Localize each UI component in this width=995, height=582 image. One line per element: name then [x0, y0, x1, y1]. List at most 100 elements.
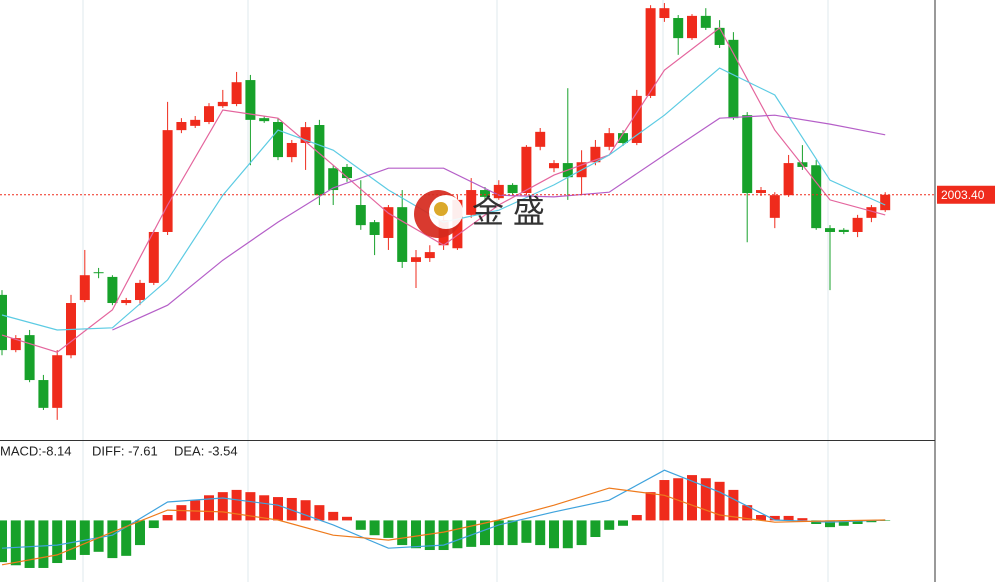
candle-body: [314, 124, 325, 196]
line-series: [1, 469, 886, 549]
macd-bar: [135, 520, 145, 546]
candle-body: [742, 115, 753, 194]
macd-bar: [300, 500, 311, 521]
macd-bar: [259, 495, 270, 521]
dea-label: DEA: -3.54: [174, 443, 238, 458]
macd-bar: [480, 520, 490, 546]
diff-label: DIFF: -7.61: [92, 443, 158, 458]
macd-bar: [576, 520, 587, 546]
candle-body: [107, 276, 118, 304]
candle-body: [866, 207, 877, 218]
candle-body: [328, 168, 339, 191]
macd-bar: [838, 520, 849, 526]
line-series: [1, 26, 886, 353]
macd-bar: [866, 520, 877, 523]
macd-bar: [438, 520, 449, 551]
macd-bar: [521, 520, 532, 543]
candle-body: [286, 142, 297, 158]
candle-body: [838, 229, 849, 232]
watermark-text: 金 盛: [472, 193, 545, 229]
macd-bar: [797, 518, 808, 521]
macd-bar: [107, 520, 118, 559]
candle-body: [369, 222, 380, 235]
line-series: [1, 487, 886, 566]
macd-bar: [397, 520, 408, 546]
candle-body: [0, 294, 7, 351]
axis-layer: 2003.40: [937, 185, 995, 204]
candle-body: [714, 27, 725, 45]
candle-body: [273, 122, 283, 158]
macd-bar: [452, 520, 463, 549]
line-series: [112, 114, 886, 331]
macd-bar: [328, 511, 339, 521]
candle-body: [245, 80, 256, 120]
candle-body: [397, 207, 408, 262]
macd-bar: [190, 500, 201, 521]
macd-bar: [355, 520, 366, 530]
macd-bar: [673, 478, 684, 521]
macd-bar: [0, 520, 7, 563]
last-price-box: [937, 185, 995, 204]
candle-body: [424, 252, 435, 259]
candle-body: [825, 228, 835, 232]
candle-body: [521, 146, 532, 194]
candle-body: [10, 338, 21, 351]
macd-bar: [176, 505, 187, 521]
candle-body: [590, 146, 601, 163]
macd-bar: [769, 515, 780, 521]
candle-body: [190, 119, 201, 126]
macd-bar: [66, 520, 76, 560]
candle-body: [549, 163, 559, 169]
candle-body: [93, 272, 104, 274]
candle-body: [687, 15, 697, 39]
candle-body: [480, 190, 490, 197]
candle-body: [38, 380, 49, 408]
candle-body: [728, 39, 739, 119]
macd-bar: [24, 520, 35, 568]
macd-bar: [618, 520, 628, 526]
macd-bar: [217, 492, 228, 521]
candle-body: [259, 118, 270, 122]
macd-bar: [245, 492, 256, 521]
macd-bar: [273, 497, 283, 521]
candle-body: [604, 133, 615, 147]
macd-bar: [383, 520, 394, 538]
macd-bar: [700, 478, 711, 521]
macd-bar: [148, 520, 159, 529]
candle-body: [231, 82, 242, 105]
candle-body: [811, 165, 822, 229]
candle-body: [121, 300, 132, 304]
macd-bar: [369, 520, 380, 536]
candle-body: [79, 275, 90, 301]
candle-body: [645, 8, 656, 96]
macd-bar: [604, 520, 615, 530]
macd-bar: [493, 520, 504, 546]
macd-bar: [10, 520, 21, 566]
macd-bar: [756, 515, 766, 521]
candle-body: [204, 106, 214, 123]
candle-body: [618, 133, 628, 143]
macd-bar: [79, 520, 90, 555]
macd-bar: [549, 520, 559, 549]
candle-body: [355, 205, 366, 226]
macd-bar: [411, 520, 421, 549]
macd-bar: [645, 492, 656, 521]
candle-body: [135, 282, 145, 301]
candle-body: [466, 190, 477, 215]
macd-label: MACD:-8.14: [0, 443, 72, 458]
macd-bar: [687, 475, 697, 521]
candle-body: [217, 101, 228, 107]
macd-bar: [231, 489, 242, 521]
last-price-label: 2003.40: [941, 188, 985, 202]
candle-body: [148, 231, 159, 283]
macd-bar: [535, 520, 546, 546]
macd-bar: [121, 520, 132, 556]
candle-body: [769, 195, 780, 218]
candle-body: [631, 95, 642, 143]
watermark: 金 盛: [414, 190, 545, 238]
macd-bar: [714, 481, 725, 521]
macd-bar: [466, 520, 477, 547]
macd-bar: [825, 520, 835, 528]
candle-body: [659, 8, 670, 19]
candle-body: [383, 207, 394, 238]
